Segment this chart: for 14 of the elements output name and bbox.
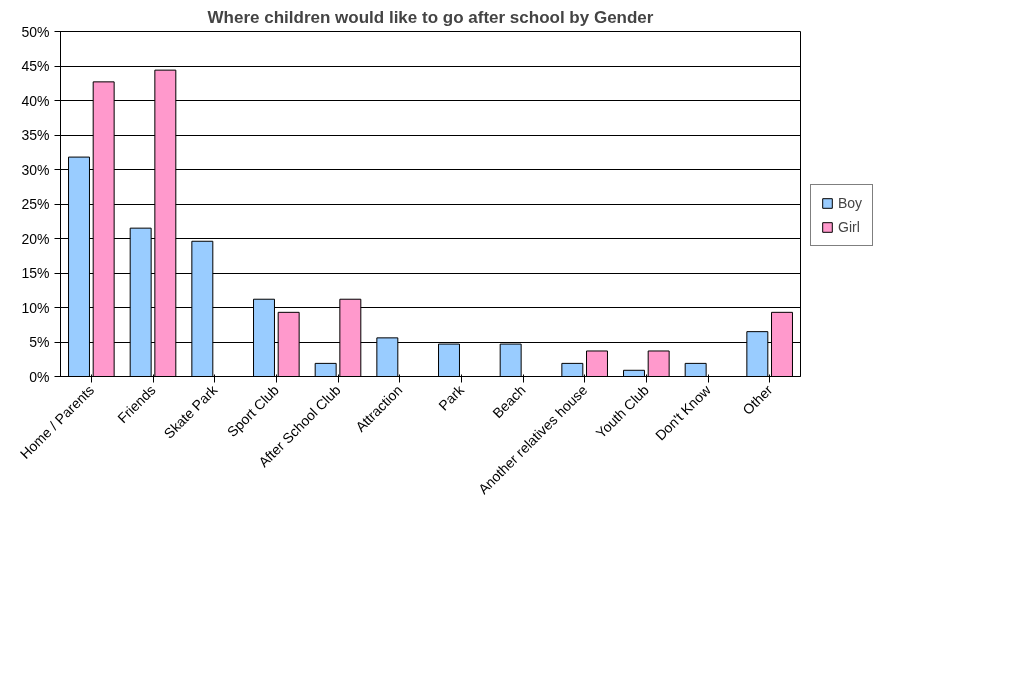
y-tick-label: 30% — [21, 161, 50, 178]
legend-label: Girl — [838, 219, 860, 235]
y-tick-label: 35% — [21, 127, 50, 143]
legend-label: Boy — [838, 195, 863, 211]
y-tick-label: 20% — [21, 230, 50, 247]
y-tick-label: 40% — [21, 92, 50, 109]
y-tick-label: 0% — [29, 368, 50, 385]
y-tick-label: 15% — [21, 265, 50, 281]
y-tick-label: 10% — [21, 299, 50, 316]
y-tick-label: 50% — [21, 23, 50, 40]
y-tick-label: 45% — [21, 58, 50, 74]
y-tick-label: 5% — [29, 334, 50, 350]
y-tick-label: 25% — [21, 196, 50, 212]
chart-title: Where children would like to go after school by Gender — [207, 7, 654, 27]
